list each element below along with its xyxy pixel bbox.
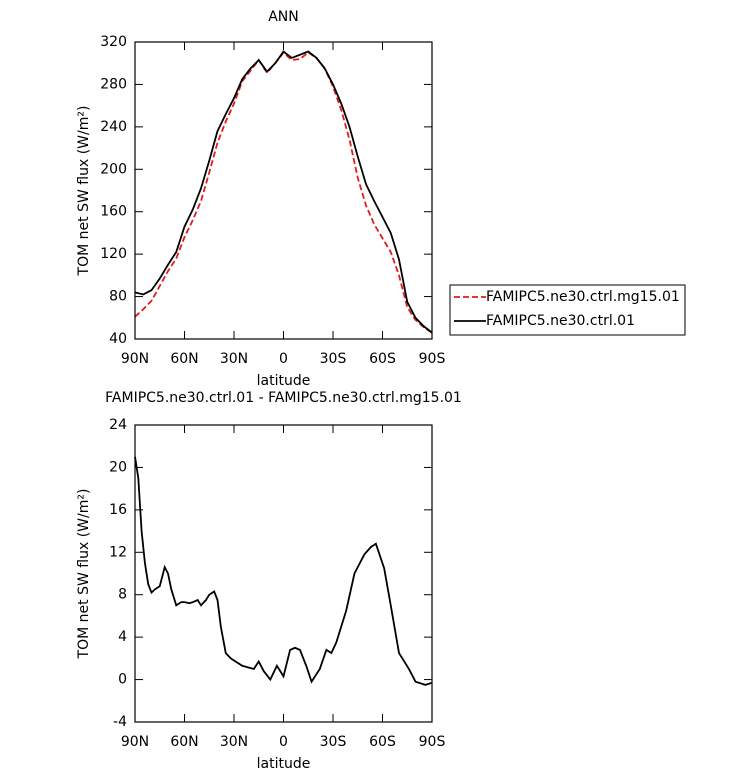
y-tick-label: 240 [100, 119, 127, 135]
y-tick-label: 320 [100, 34, 127, 50]
plot-frame [134, 41, 433, 340]
y-axis-label: TOM net SW flux (W/m²) [76, 106, 92, 277]
y-tick-label: 40 [109, 331, 127, 347]
y-tick-label: 200 [100, 161, 127, 177]
data-line [134, 51, 433, 334]
x-axis-label: latitude [257, 373, 311, 389]
y-tick-label: 160 [100, 204, 127, 220]
y-tick-label: 12 [109, 544, 127, 560]
x-tick-label: 60S [369, 351, 396, 367]
y-tick-label: 80 [109, 289, 127, 305]
x-tick-label: 30S [320, 734, 347, 750]
x-tick-label: 60N [170, 734, 198, 750]
y-tick-label: 4 [118, 629, 127, 645]
x-tick-label: 30N [220, 734, 248, 750]
x-tick-label: 90N [121, 734, 149, 750]
y-tick-label: -4 [113, 714, 127, 730]
x-tick-label: 60S [369, 734, 396, 750]
x-tick-label: 90S [419, 734, 446, 750]
data-line [134, 50, 433, 334]
x-axis-label: latitude [257, 756, 311, 772]
y-tick-label: 20 [109, 459, 127, 475]
chart-title: ANN [268, 9, 299, 25]
chart-title: FAMIPC5.ne30.ctrl.01 - FAMIPC5.ne30.ctrl… [105, 390, 462, 406]
y-tick-label: 0 [118, 672, 127, 688]
x-tick-label: 30S [320, 351, 347, 367]
y-tick-label: 280 [100, 76, 127, 92]
y-tick-label: 120 [100, 246, 127, 262]
y-tick-label: 16 [109, 502, 127, 518]
y-tick-label: 24 [109, 417, 127, 433]
x-tick-label: 90S [419, 351, 446, 367]
plot-frame [134, 424, 433, 723]
legend-box [449, 284, 686, 336]
y-axis-label: TOM net SW flux (W/m²) [76, 489, 92, 660]
x-tick-label: 0 [279, 351, 288, 367]
x-tick-label: 0 [279, 734, 288, 750]
x-tick-label: 90N [121, 351, 149, 367]
x-tick-label: 60N [170, 351, 198, 367]
legend-label: FAMIPC5.ne30.ctrl.mg15.01 [486, 289, 680, 305]
legend-label: FAMIPC5.ne30.ctrl.01 [486, 313, 635, 329]
x-tick-label: 30N [220, 351, 248, 367]
y-tick-label: 8 [118, 587, 127, 603]
data-line [134, 456, 433, 686]
